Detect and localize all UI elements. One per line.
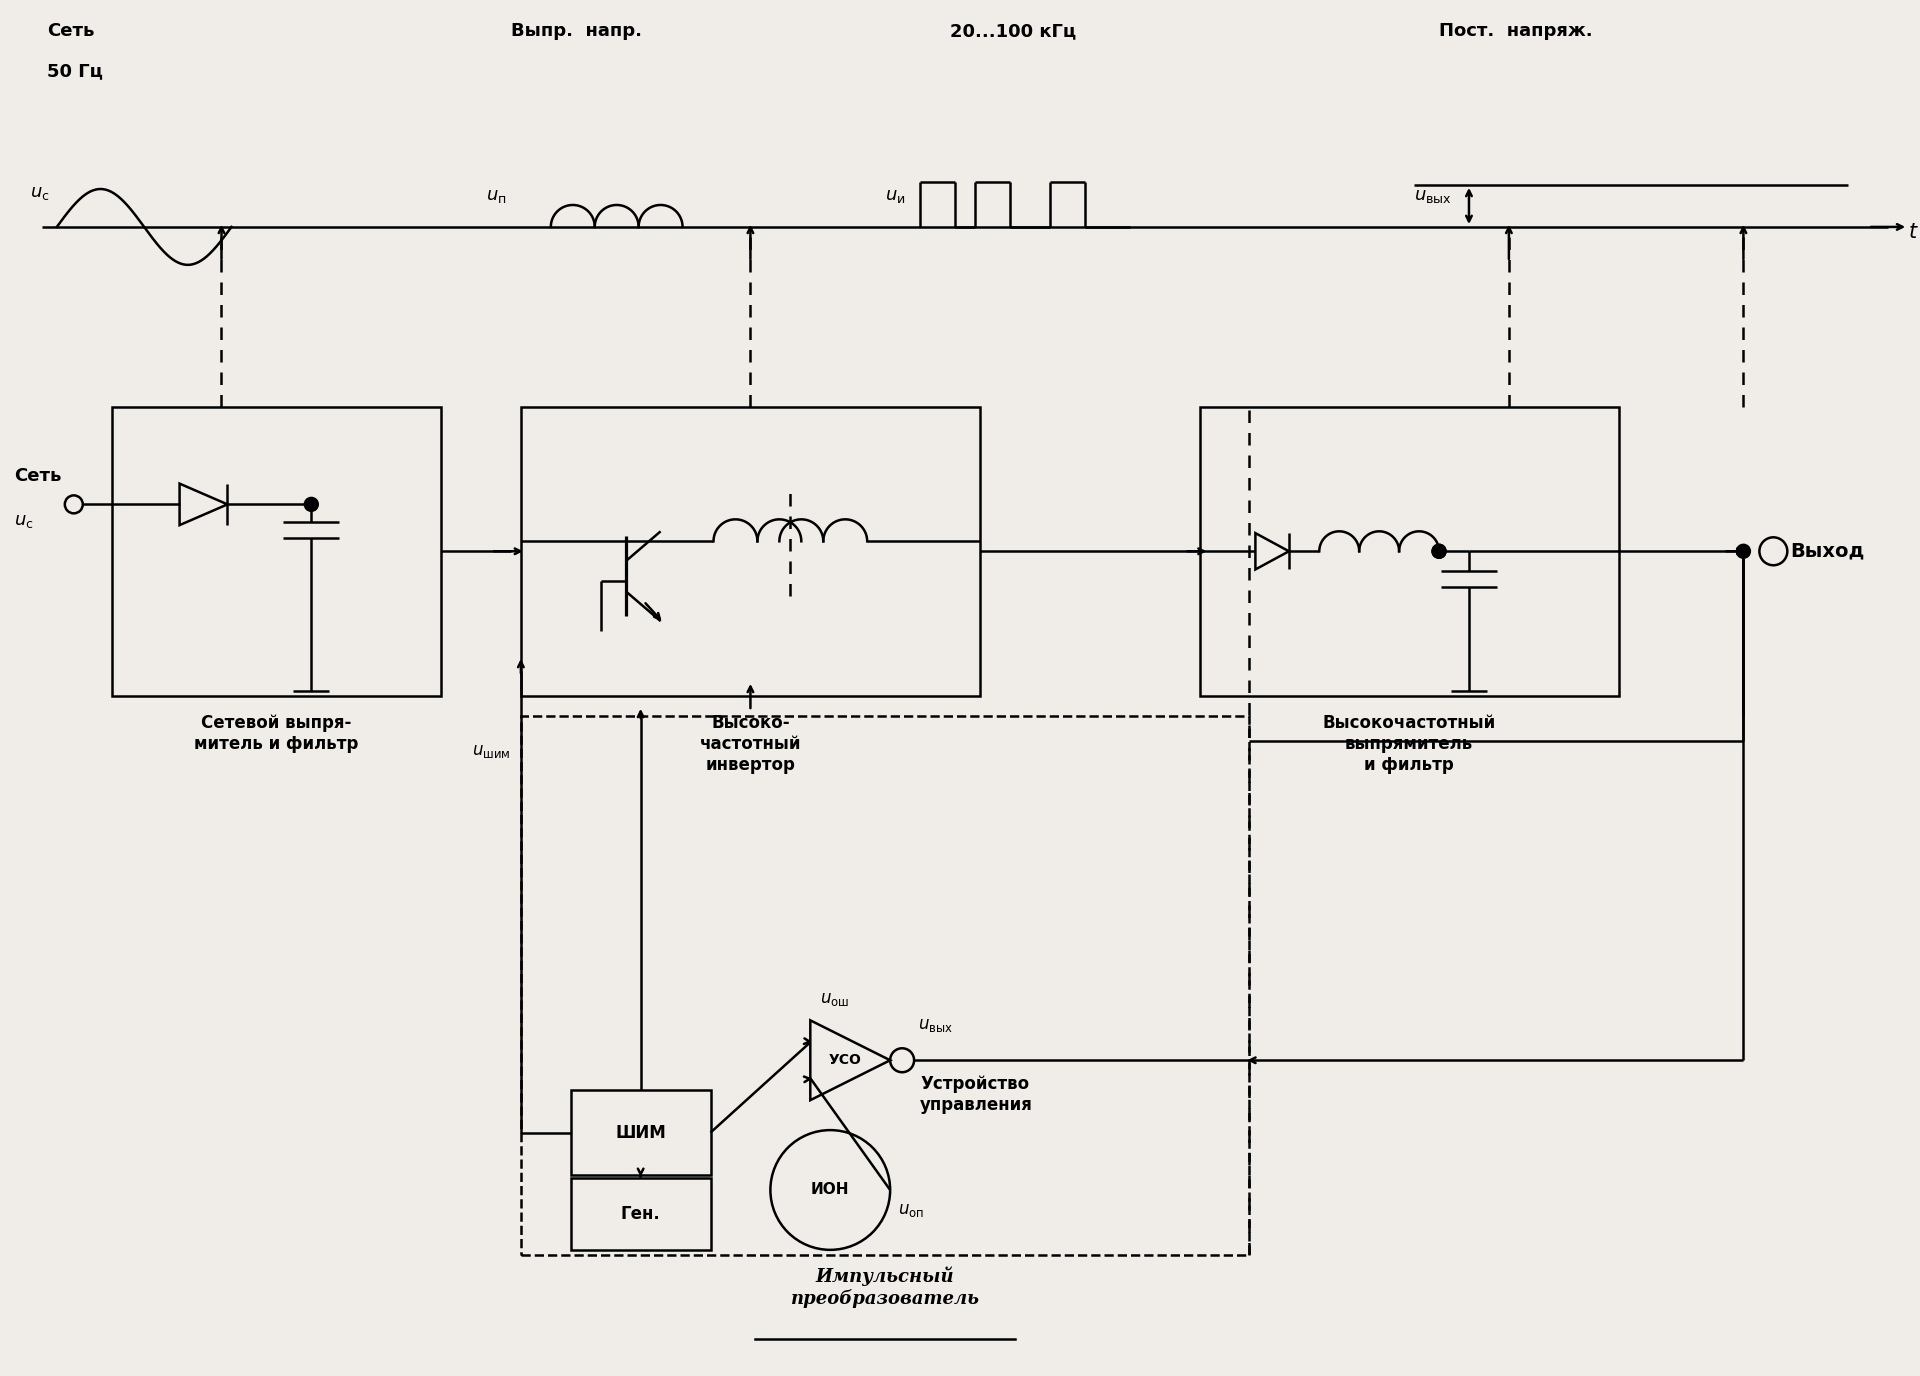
Circle shape bbox=[1736, 545, 1751, 559]
Text: Ген.: Ген. bbox=[620, 1205, 660, 1223]
Bar bbox=[570, 1090, 710, 1175]
Text: УСО: УСО bbox=[829, 1053, 862, 1068]
Circle shape bbox=[1432, 545, 1446, 559]
Text: $u_\mathsf{п}$: $u_\mathsf{п}$ bbox=[486, 187, 507, 205]
Circle shape bbox=[305, 497, 319, 512]
Text: Выпр.  напр.: Выпр. напр. bbox=[511, 22, 641, 40]
Text: $u_\mathsf{оп}$: $u_\mathsf{оп}$ bbox=[899, 1201, 924, 1219]
Text: Пост.  напряж.: Пост. напряж. bbox=[1438, 22, 1594, 40]
Text: $u_\mathsf{c}$: $u_\mathsf{c}$ bbox=[31, 184, 50, 202]
Bar bbox=[520, 406, 979, 696]
Bar bbox=[520, 716, 1250, 1255]
Text: Высоко-
частотный
инвертор: Высоко- частотный инвертор bbox=[699, 714, 801, 773]
Text: Импульсный
преобразователь: Импульсный преобразователь bbox=[791, 1267, 979, 1309]
Text: $u_\mathsf{ош}$: $u_\mathsf{ош}$ bbox=[820, 991, 849, 1009]
Bar bbox=[111, 406, 442, 696]
Text: Устройство
управления: Устройство управления bbox=[920, 1075, 1033, 1115]
Text: 20...100 кГц: 20...100 кГц bbox=[950, 22, 1075, 40]
Text: ИОН: ИОН bbox=[810, 1182, 849, 1197]
Text: Выход: Выход bbox=[1789, 542, 1864, 561]
Text: Сеть: Сеть bbox=[46, 22, 94, 40]
Text: Высокочастотный
выпрямитель
и фильтр: Высокочастотный выпрямитель и фильтр bbox=[1323, 714, 1496, 773]
Bar bbox=[570, 1178, 710, 1249]
Bar bbox=[1200, 406, 1619, 696]
Text: $t$: $t$ bbox=[1908, 222, 1918, 242]
Text: ШИМ: ШИМ bbox=[614, 1124, 666, 1142]
Text: $u_\mathsf{вых}$: $u_\mathsf{вых}$ bbox=[918, 1017, 952, 1035]
Text: $u_\mathsf{вых}$: $u_\mathsf{вых}$ bbox=[1415, 187, 1452, 205]
Text: 50 Гц: 50 Гц bbox=[46, 62, 104, 80]
Text: $u_\mathsf{и}$: $u_\mathsf{и}$ bbox=[885, 187, 906, 205]
Text: $u_\mathsf{шим}$: $u_\mathsf{шим}$ bbox=[472, 742, 511, 760]
Text: Сетевой выпря-
митель и фильтр: Сетевой выпря- митель и фильтр bbox=[194, 714, 359, 753]
Text: Сеть: Сеть bbox=[13, 468, 61, 486]
Text: $u_\mathsf{c}$: $u_\mathsf{c}$ bbox=[13, 512, 33, 530]
Circle shape bbox=[1432, 545, 1446, 559]
